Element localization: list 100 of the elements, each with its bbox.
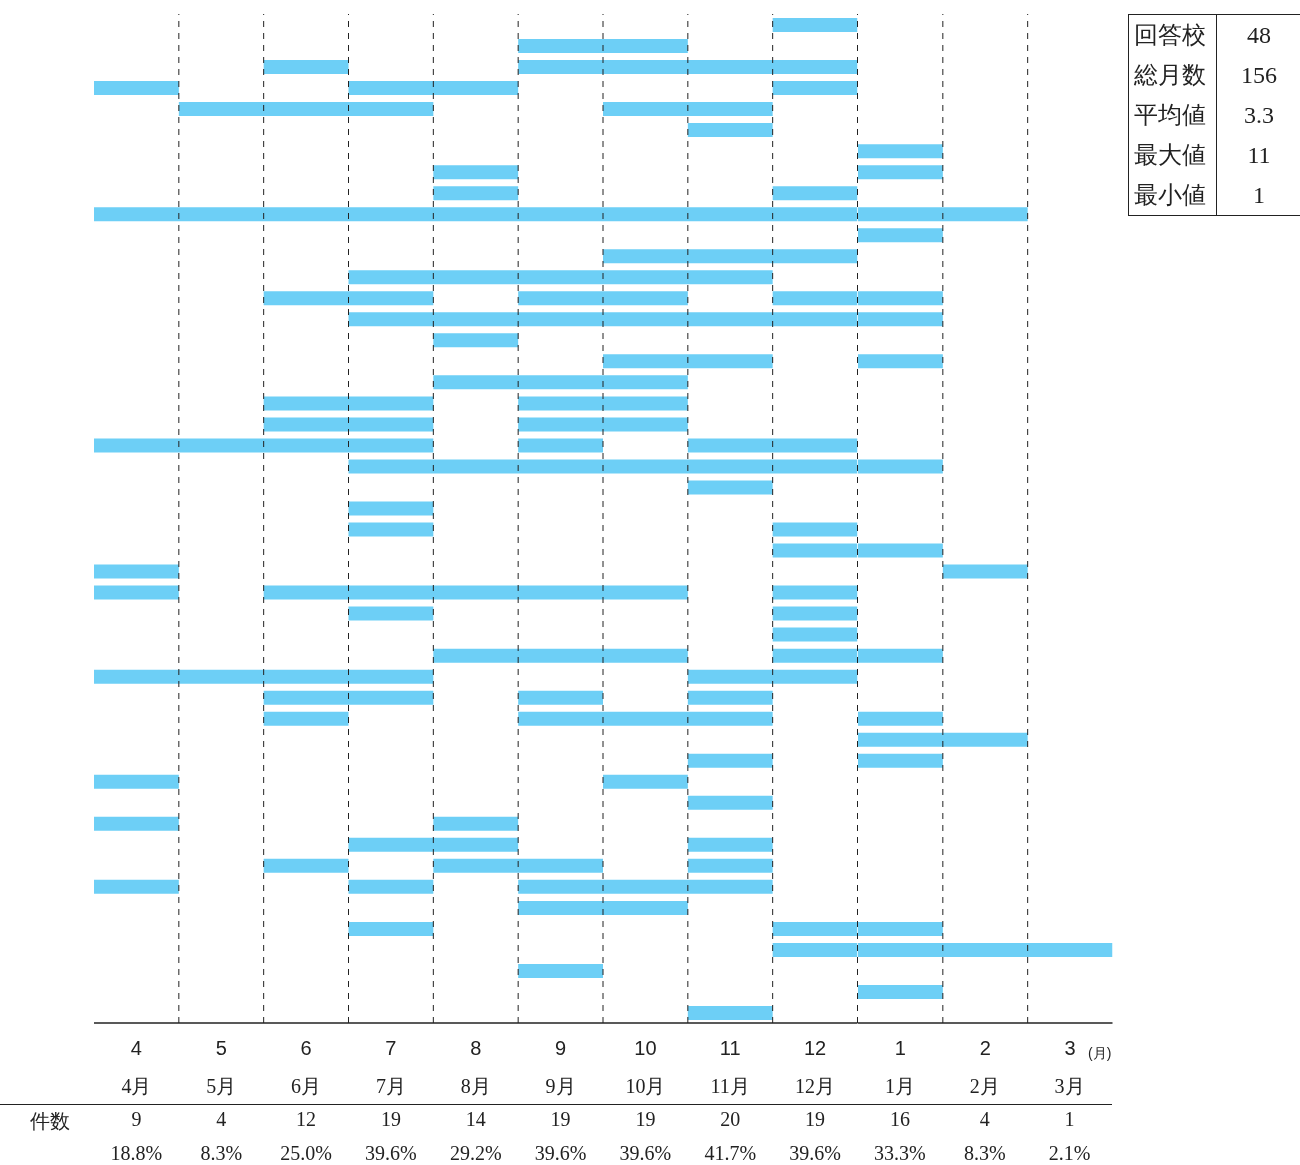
bar <box>603 102 773 117</box>
text: 33.3% <box>873 1142 927 1165</box>
bar <box>94 669 434 684</box>
x-tick-label: 3 <box>1064 1037 1076 1060</box>
data-label: 3.3 <box>1243 101 1275 129</box>
bar <box>518 60 858 75</box>
text: 9 <box>130 1108 143 1131</box>
x-tick-label: 6 <box>300 1037 312 1060</box>
bar <box>603 354 773 369</box>
text: 件数 <box>29 1109 71 1134</box>
x-tick-label: 2 <box>979 1037 991 1060</box>
text: 18.8% <box>109 1142 164 1165</box>
bar <box>263 396 434 411</box>
bar <box>263 291 434 306</box>
bar <box>857 165 943 180</box>
text: 2月 <box>968 1074 1001 1099</box>
bar <box>857 753 943 768</box>
x-tick-label: 1 <box>894 1037 906 1060</box>
bar <box>94 879 179 894</box>
category-label: 回答校 <box>1129 15 1217 55</box>
bar <box>518 417 688 432</box>
bar <box>178 102 434 117</box>
x-tick-label: 10 <box>634 1037 657 1060</box>
bar <box>687 795 773 810</box>
bar <box>687 480 773 495</box>
text: 10月 <box>624 1074 667 1099</box>
category-label: 総月数 <box>1129 55 1217 95</box>
bar <box>433 333 519 348</box>
bar <box>518 963 603 978</box>
bar <box>348 270 773 285</box>
bar <box>857 354 943 369</box>
bar <box>263 417 434 432</box>
bar <box>433 858 603 873</box>
text: 19 <box>379 1108 402 1131</box>
data-label: 48 <box>1246 21 1272 49</box>
text: 11月 <box>709 1074 751 1099</box>
bar <box>772 606 858 621</box>
bar <box>94 585 179 600</box>
x-tick-label: 12 <box>803 1037 827 1060</box>
text: 12月 <box>794 1074 837 1099</box>
text: 9月 <box>544 1074 577 1099</box>
text: 19 <box>549 1108 572 1131</box>
bar <box>433 375 688 390</box>
bar <box>772 18 858 32</box>
x-tick-label: 11 <box>719 1037 741 1060</box>
x-tick-label: 5 <box>215 1037 227 1060</box>
bar <box>942 564 1028 579</box>
text: 16 <box>888 1108 911 1131</box>
text: 1 <box>1063 1108 1076 1131</box>
text: 19 <box>634 1108 657 1131</box>
bar <box>603 774 688 789</box>
x-tick-label: 8 <box>470 1037 482 1060</box>
bar <box>348 522 434 537</box>
data-label: 1 <box>1252 181 1266 209</box>
text: 7月 <box>374 1074 407 1099</box>
bar <box>857 144 943 159</box>
bar <box>687 690 773 705</box>
x-tick-label: 7 <box>385 1037 397 1060</box>
bar <box>518 396 688 411</box>
bar <box>94 438 434 453</box>
bar <box>263 690 434 705</box>
text: 39.6% <box>618 1142 673 1165</box>
text: 8月 <box>459 1074 492 1099</box>
bar <box>348 606 434 621</box>
text: 19 <box>804 1108 827 1131</box>
bar <box>518 438 603 453</box>
text: 5月 <box>205 1074 238 1099</box>
bar <box>687 123 773 138</box>
bar <box>857 984 943 999</box>
bar <box>263 60 349 75</box>
category-label: 平均値 <box>1129 95 1217 135</box>
bar <box>348 81 519 96</box>
text: 4 <box>215 1108 228 1131</box>
category-label: 最大値 <box>1129 135 1217 175</box>
bar <box>687 438 858 453</box>
text: 8.3% <box>962 1142 1007 1165</box>
text: 20 <box>719 1108 742 1131</box>
bar <box>263 711 349 726</box>
text: 25.0% <box>279 1142 333 1165</box>
text: 3月 <box>1053 1074 1086 1099</box>
bar <box>348 837 519 852</box>
text: 39.6% <box>364 1142 418 1165</box>
x-tick-label: 9 <box>555 1037 567 1060</box>
text: 29.2% <box>448 1142 503 1165</box>
bar <box>433 648 688 663</box>
text: 12 <box>295 1108 318 1131</box>
text: 4月 <box>120 1074 153 1099</box>
bar <box>518 879 773 894</box>
data-label: 156 <box>1240 61 1278 89</box>
bar <box>94 564 179 579</box>
bar <box>518 900 688 915</box>
text: 39.6% <box>533 1142 588 1165</box>
bar <box>687 753 773 768</box>
bar <box>772 186 858 201</box>
text: 14 <box>464 1108 487 1131</box>
bar <box>857 711 943 726</box>
bar <box>772 81 858 96</box>
bar <box>772 522 858 537</box>
bar <box>518 291 688 306</box>
bar <box>263 858 349 873</box>
